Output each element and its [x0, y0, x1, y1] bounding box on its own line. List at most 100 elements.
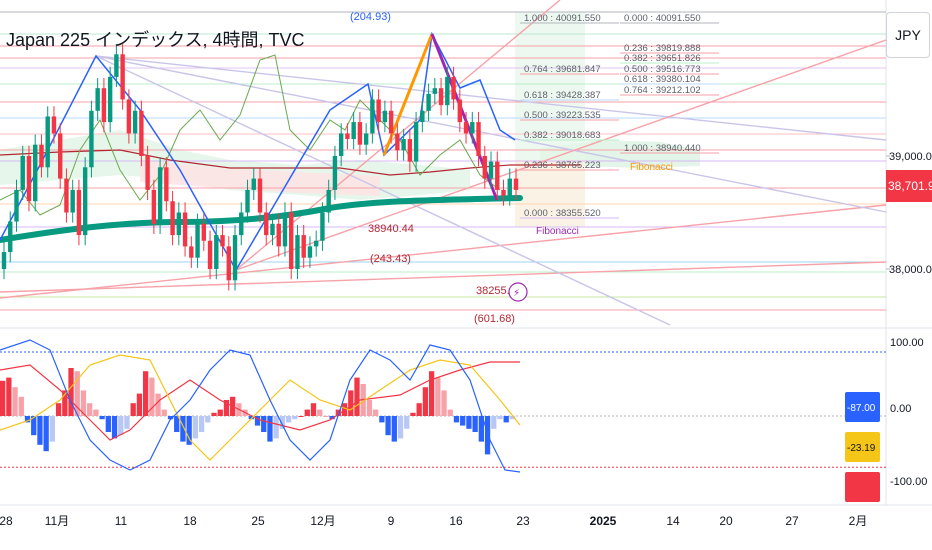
osc-histogram-bar [174, 416, 180, 432]
time-tick-label: 14 [666, 514, 680, 528]
fib-level-label: 0.000 : 40091.550 [624, 13, 701, 24]
osc-histogram-bar [416, 403, 422, 416]
candle-body [51, 116, 57, 134]
osc-histogram-bar [397, 416, 404, 439]
candle-body [289, 212, 294, 269]
candle-body [407, 139, 413, 162]
annotation-low-range: (601.68) [474, 313, 515, 325]
candle-body [426, 93, 431, 111]
osc-histogram-bar [460, 416, 466, 426]
fib-level-label: 0.618 : 39428.387 [524, 90, 601, 101]
osc-histogram-bar [422, 387, 429, 416]
baseline-red [0, 149, 580, 176]
candle-body [114, 54, 119, 77]
candle-body [145, 156, 150, 190]
candles [1, 44, 519, 291]
osc-histogram-bar [136, 393, 143, 416]
candle-body [351, 122, 356, 140]
candle-body [151, 189, 157, 224]
time-tick-label: 28 [0, 514, 13, 528]
candle-body [220, 235, 225, 247]
candle-body [382, 110, 388, 123]
osc-histogram-bar [310, 403, 317, 416]
osc-histogram-bar [298, 416, 304, 417]
trend-line [0, 204, 887, 299]
osc-histogram-bar [217, 409, 223, 416]
osc-histogram-bar [261, 416, 267, 432]
osc-histogram-bar [304, 409, 310, 416]
osc-histogram-bar [31, 416, 37, 436]
candle-body [107, 76, 113, 123]
candle-body [470, 122, 475, 134]
candle-body [420, 110, 425, 123]
currency-button[interactable]: JPY [886, 12, 930, 58]
time-tick-label: 16 [449, 514, 463, 528]
candle-body [445, 76, 450, 106]
annotation-mid-range: (243.43) [370, 253, 411, 265]
time-tick-label: 11 [115, 514, 128, 528]
event-icon [508, 282, 528, 302]
candle-body [370, 99, 375, 134]
fib-level-label: 0.000 : 38355.520 [524, 208, 601, 219]
annotation-top-range: (204.93) [350, 11, 391, 23]
osc-histogram-bar [68, 368, 74, 416]
ichimoku-cloud [0, 12, 700, 227]
fib-level-label: 0.764 : 39681.847 [524, 64, 601, 75]
time-tick-label: 23 [516, 514, 530, 528]
candle-body [95, 88, 100, 111]
candle-body [413, 122, 419, 162]
fib-name-left: Fibonacci [536, 226, 579, 237]
osc-histogram-bar [205, 416, 211, 423]
candle-body [164, 167, 169, 202]
candle-body [139, 110, 144, 156]
price-tick-label: 38,000.00 [889, 264, 932, 276]
osc-histogram-bar [0, 380, 6, 416]
candle-body [239, 212, 244, 236]
candle-body [33, 144, 38, 202]
osc-value-label: -23.19 [847, 443, 876, 454]
osc-histogram-bar [142, 371, 149, 416]
candle-body [345, 133, 350, 140]
candle-body [320, 212, 325, 241]
candle-body [157, 167, 163, 224]
osc-histogram-bar [329, 416, 335, 420]
candle-body [8, 221, 13, 253]
annotation-mid-value: 38940.44 [368, 223, 414, 235]
candle-body [451, 76, 456, 100]
fib-level-label: 1.000 : 38940.440 [624, 143, 701, 154]
osc-histogram-bar [466, 416, 472, 429]
osc-histogram-bar [93, 409, 99, 416]
candle-body [120, 54, 125, 100]
candle-body [432, 88, 438, 94]
osc-histogram-bar [167, 416, 174, 420]
candle-body [201, 223, 207, 241]
candle-body [270, 223, 275, 236]
osc-histogram-bar [43, 416, 49, 452]
zigzag-line [0, 31, 516, 272]
time-tick-label: 11月 [45, 514, 69, 528]
candle-body [57, 133, 63, 179]
candle-body [82, 167, 88, 236]
candle-body [14, 189, 19, 222]
candle-body [457, 99, 463, 123]
candle-body [232, 235, 238, 281]
trend-line [95, 55, 887, 213]
osc-red-line [0, 361, 520, 441]
osc-histogram-bar [62, 390, 68, 416]
fib-level-label: 0.236 : 39819.888 [624, 43, 701, 54]
fib-level-label: 0.500 : 39223.535 [524, 110, 601, 121]
chart-title: Japan 225 インデックス, 4時間, TVC [6, 30, 305, 50]
candle-body [245, 189, 250, 213]
osc-histogram-bar [491, 416, 497, 429]
candle-body [476, 122, 481, 156]
osc-histogram-bar [453, 416, 460, 423]
candle-body [507, 178, 512, 196]
osc-histogram-bar [211, 412, 217, 416]
moving-average-thick [0, 195, 523, 243]
candle-body [495, 161, 500, 190]
fibonacci-tables: 1.000 : 40091.550 0.764 : 39681.847 0.618 … [520, 13, 719, 237]
trend-line [95, 55, 887, 141]
time-tick-label: 12月 [310, 514, 335, 528]
candle-body [195, 223, 200, 258]
